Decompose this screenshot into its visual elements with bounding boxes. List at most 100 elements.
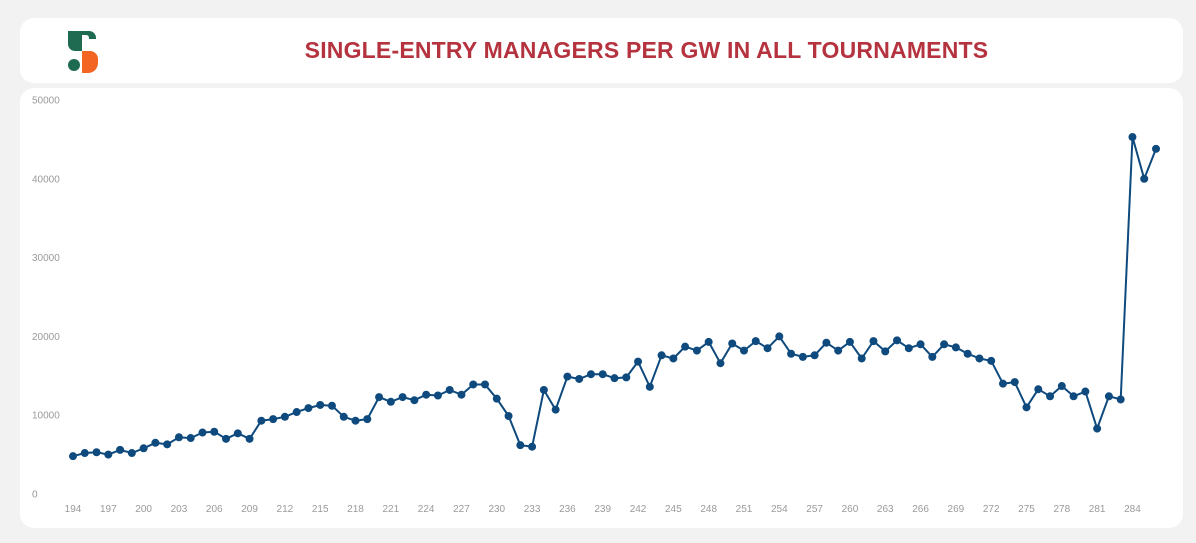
data-point <box>280 412 289 421</box>
data-point <box>728 339 737 348</box>
data-point <box>669 354 678 363</box>
data-point <box>316 400 325 409</box>
data-point <box>763 344 772 353</box>
data-point <box>292 408 301 417</box>
data-point <box>904 344 913 353</box>
data-point <box>210 427 219 436</box>
data-point <box>563 372 572 381</box>
data-point <box>1104 392 1113 401</box>
x-tick-label: 263 <box>877 504 894 515</box>
y-tick-label: 30000 <box>32 253 60 264</box>
chart-title: SINGLE-ENTRY MANAGERS PER GW IN ALL TOUR… <box>304 37 989 63</box>
data-point <box>551 405 560 414</box>
data-point <box>1081 387 1090 396</box>
data-point <box>575 374 584 383</box>
data-point <box>692 346 701 355</box>
data-point <box>528 442 537 451</box>
data-point <box>80 449 89 458</box>
y-tick-label: 20000 <box>32 332 60 343</box>
x-tick-label: 194 <box>65 504 82 515</box>
data-point <box>1093 424 1102 433</box>
x-tick-label: 227 <box>453 504 470 515</box>
data-point <box>410 396 419 405</box>
y-tick-label: 10000 <box>32 411 60 422</box>
x-tick-label: 203 <box>171 504 188 515</box>
x-tick-label: 257 <box>806 504 823 515</box>
x-tick-label: 239 <box>594 504 611 515</box>
data-point <box>810 351 819 360</box>
data-point <box>398 393 407 402</box>
data-point <box>916 340 925 349</box>
x-tick-label: 197 <box>100 504 117 515</box>
data-point <box>481 380 490 389</box>
x-tick-label: 251 <box>736 504 753 515</box>
s-logo-icon <box>68 31 98 73</box>
data-point <box>1010 378 1019 387</box>
data-point <box>1128 133 1137 142</box>
data-point <box>504 411 513 420</box>
data-point <box>186 434 195 443</box>
data-point <box>116 445 125 454</box>
data-point <box>1116 395 1125 404</box>
data-point <box>681 342 690 351</box>
data-point <box>69 452 77 461</box>
data-point <box>1034 385 1043 394</box>
x-tick-label: 233 <box>524 504 541 515</box>
data-point <box>893 336 902 345</box>
data-point <box>739 346 748 355</box>
line-chart: 0 10000 20000 30000 40000 50000 194 197 200 203 20… <box>32 96 1160 515</box>
data-point <box>151 438 160 447</box>
x-tick-label: 269 <box>948 504 965 515</box>
data-point <box>834 346 843 355</box>
data-point <box>539 385 548 394</box>
data-point <box>1152 144 1160 153</box>
x-tick-label: 200 <box>135 504 152 515</box>
data-point <box>433 391 442 400</box>
data-point <box>469 380 478 389</box>
x-tick-label: 254 <box>771 504 788 515</box>
data-point <box>92 448 101 457</box>
data-point <box>127 449 136 458</box>
chart-card: 0 10000 20000 30000 40000 50000 194 197 200 203 20… <box>20 88 1183 528</box>
data-point <box>363 415 372 424</box>
data-point <box>163 440 172 449</box>
data-point <box>198 428 207 437</box>
data-point <box>657 351 666 360</box>
data-point <box>174 433 183 442</box>
data-point <box>634 357 643 366</box>
data-point <box>233 429 242 438</box>
x-tick-label: 281 <box>1089 504 1106 515</box>
data-point <box>987 356 996 365</box>
data-point <box>516 441 525 450</box>
data-point <box>269 415 278 424</box>
data-point <box>375 393 384 402</box>
data-point <box>422 390 431 399</box>
x-tick-label: 206 <box>206 504 223 515</box>
x-tick-label: 215 <box>312 504 329 515</box>
x-tick-label: 248 <box>700 504 717 515</box>
data-point <box>869 337 878 346</box>
x-tick-label: 212 <box>277 504 294 515</box>
x-tick-label: 245 <box>665 504 682 515</box>
data-point <box>798 352 807 361</box>
x-tick-label: 260 <box>842 504 859 515</box>
x-tick-label: 236 <box>559 504 576 515</box>
data-point <box>1069 392 1078 401</box>
data-point <box>304 404 313 413</box>
data-point <box>822 338 831 347</box>
x-tick-label: 230 <box>488 504 505 515</box>
data-point <box>940 340 949 349</box>
data-point <box>1057 382 1066 391</box>
data-point <box>610 374 619 383</box>
y-tick-label: 50000 <box>32 96 60 107</box>
data-point <box>586 370 595 379</box>
data-point <box>998 379 1007 388</box>
data-point <box>598 370 607 379</box>
data-point <box>327 401 336 410</box>
data-point <box>704 337 713 346</box>
series-line <box>72 136 1157 458</box>
x-tick-label: 209 <box>241 504 258 515</box>
data-point <box>645 382 654 391</box>
y-tick-label: 40000 <box>32 174 60 185</box>
data-point <box>245 434 254 443</box>
